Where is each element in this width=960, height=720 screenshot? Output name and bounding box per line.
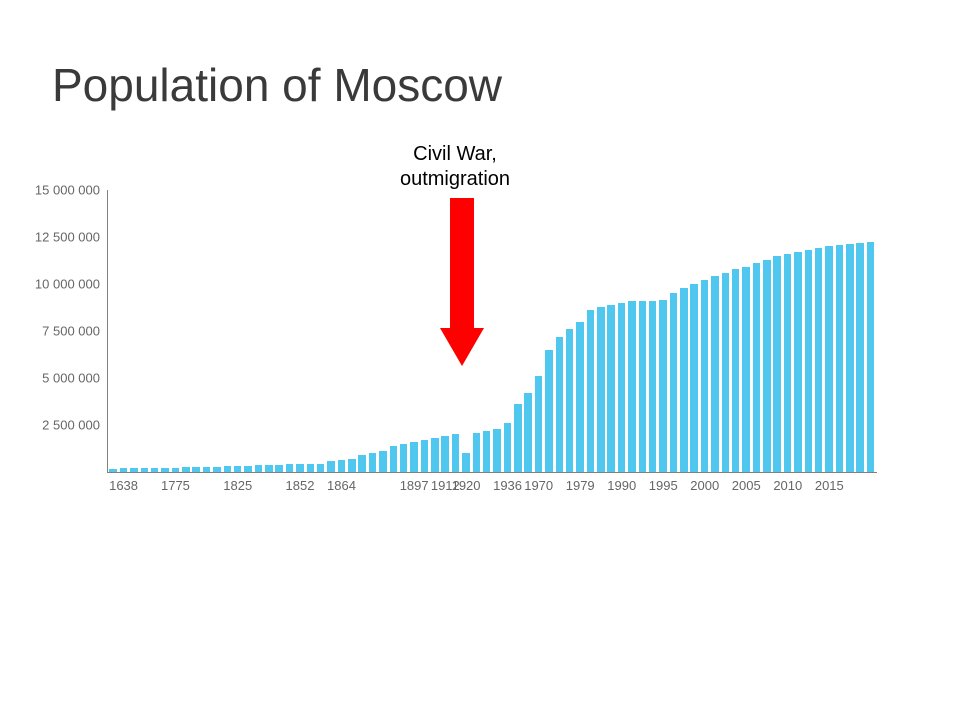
bar bbox=[255, 465, 263, 472]
bar bbox=[348, 459, 356, 472]
x-tick-label: 2005 bbox=[732, 472, 761, 493]
bar bbox=[773, 256, 781, 472]
x-tick-label: 1897 bbox=[400, 472, 429, 493]
bar bbox=[763, 260, 771, 472]
x-tick-label: 1995 bbox=[649, 472, 678, 493]
bar bbox=[794, 252, 802, 472]
bar bbox=[317, 464, 325, 472]
x-tick-label: 2010 bbox=[773, 472, 802, 493]
bar bbox=[203, 467, 211, 472]
x-tick-label: 1979 bbox=[566, 472, 595, 493]
x-tick-label: 1920 bbox=[452, 472, 481, 493]
bar bbox=[545, 350, 553, 472]
bar bbox=[815, 248, 823, 472]
bar bbox=[732, 269, 740, 472]
bar bbox=[286, 464, 294, 472]
bar bbox=[514, 404, 522, 472]
y-tick-label: 15 000 000 bbox=[35, 183, 108, 198]
bar bbox=[400, 444, 408, 472]
bar bbox=[452, 434, 460, 472]
x-tick-label: 1990 bbox=[607, 472, 636, 493]
y-tick-label: 7 500 000 bbox=[42, 324, 108, 339]
bar bbox=[867, 242, 875, 472]
bar bbox=[566, 329, 574, 472]
bar bbox=[556, 337, 564, 472]
bar bbox=[431, 438, 439, 472]
bar bbox=[390, 446, 398, 472]
bar bbox=[576, 322, 584, 472]
bar bbox=[639, 301, 647, 472]
bar bbox=[327, 461, 335, 472]
bar bbox=[265, 465, 273, 472]
bar bbox=[410, 442, 418, 472]
bar bbox=[836, 245, 844, 472]
bar bbox=[670, 293, 678, 472]
bar bbox=[192, 467, 200, 472]
bar bbox=[628, 301, 636, 472]
bar bbox=[275, 465, 283, 472]
x-tick-label: 1775 bbox=[161, 472, 190, 493]
x-tick-label: 2000 bbox=[690, 472, 719, 493]
bar bbox=[504, 423, 512, 472]
bar bbox=[825, 246, 833, 472]
y-tick-label: 10 000 000 bbox=[35, 277, 108, 292]
bar bbox=[141, 468, 149, 472]
bar bbox=[587, 310, 595, 472]
bar bbox=[307, 464, 315, 472]
bar bbox=[535, 376, 543, 472]
bar bbox=[441, 436, 449, 472]
bar bbox=[722, 273, 730, 472]
bar bbox=[690, 284, 698, 472]
bar bbox=[338, 460, 346, 472]
bar bbox=[493, 429, 501, 472]
x-tick-label: 2015 bbox=[815, 472, 844, 493]
bar bbox=[151, 468, 159, 472]
bar bbox=[649, 301, 657, 472]
bar bbox=[358, 455, 366, 472]
bar bbox=[213, 467, 221, 472]
y-tick-label: 2 500 000 bbox=[42, 418, 108, 433]
x-tick-label: 1638 bbox=[109, 472, 138, 493]
x-tick-label: 1852 bbox=[286, 472, 315, 493]
bar bbox=[742, 267, 750, 472]
bar bbox=[607, 305, 615, 472]
x-tick-label: 1936 bbox=[493, 472, 522, 493]
slide: Population of Moscow Civil War, outmigra… bbox=[0, 0, 960, 720]
x-tick-label: 1970 bbox=[524, 472, 553, 493]
bar bbox=[680, 288, 688, 472]
bar bbox=[524, 393, 532, 472]
bar bbox=[473, 433, 481, 472]
bar bbox=[618, 303, 626, 472]
y-tick-label: 12 500 000 bbox=[35, 230, 108, 245]
bar bbox=[805, 250, 813, 472]
chart-plot-area: 2 500 0005 000 0007 500 00010 000 00012 … bbox=[108, 190, 876, 472]
bar bbox=[597, 307, 605, 472]
bar bbox=[462, 453, 470, 472]
bar bbox=[856, 243, 864, 472]
bar bbox=[701, 280, 709, 472]
bar bbox=[296, 464, 304, 472]
bar bbox=[379, 451, 387, 472]
bar bbox=[846, 244, 854, 472]
x-tick-label: 1825 bbox=[223, 472, 252, 493]
population-chart: 2 500 000 5 000 000 7 500 000 10 000 000 12 … bbox=[0, 0, 960, 720]
bar bbox=[784, 254, 792, 472]
bar bbox=[711, 276, 719, 472]
bar bbox=[483, 431, 491, 472]
bar bbox=[369, 453, 377, 472]
y-tick-label: 5 000 000 bbox=[42, 371, 108, 386]
bars-container bbox=[108, 190, 876, 472]
x-tick-label: 1864 bbox=[327, 472, 356, 493]
bar bbox=[753, 263, 761, 472]
bar bbox=[421, 440, 429, 472]
bar bbox=[659, 300, 667, 472]
